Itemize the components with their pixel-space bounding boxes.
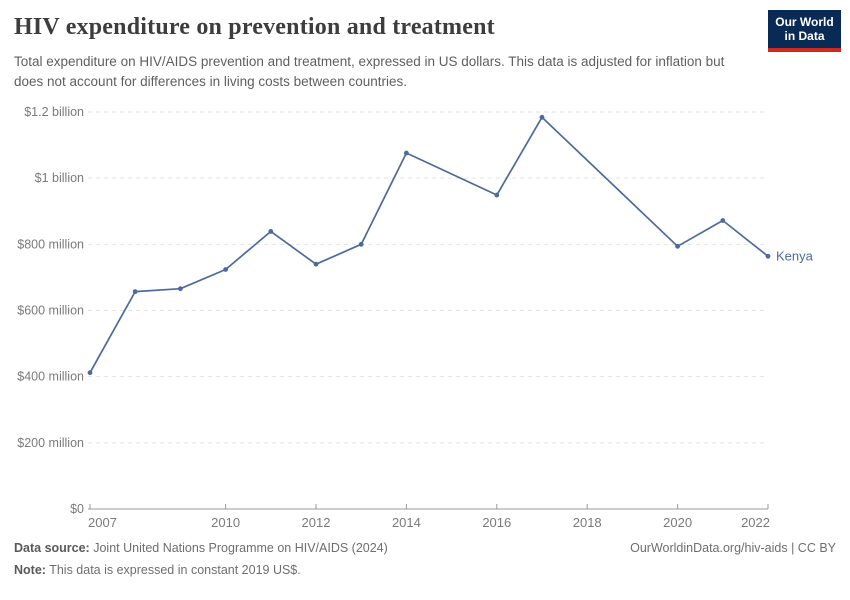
data-point-marker	[675, 243, 680, 249]
data-source-label: Data source:	[14, 541, 90, 555]
note-label: Note:	[14, 563, 46, 577]
data-point-marker	[765, 253, 771, 259]
logo-line1: Our World	[775, 15, 834, 29]
y-axis-tick-label: $1.2 billion	[24, 105, 84, 119]
data-point-marker	[539, 114, 545, 120]
page-title: HIV expenditure on prevention and treatm…	[14, 14, 495, 40]
y-axis-tick-label: $1 billion	[35, 171, 84, 185]
chart-subtitle: Total expenditure on HIV/AIDS prevention…	[14, 54, 725, 89]
x-axis-tick-label: 2012	[302, 515, 331, 530]
logo-line2: in Data	[784, 29, 825, 43]
data-source: Data source: Joint United Nations Progra…	[14, 541, 388, 555]
x-axis-tick-label: 2022	[741, 515, 770, 530]
data-point-marker	[720, 218, 726, 223]
y-axis-tick-label: $600 million	[17, 304, 84, 318]
data-point-marker	[132, 289, 138, 295]
note: Note: This data is expressed in constant…	[14, 563, 301, 577]
y-axis-tick-label: $800 million	[17, 237, 84, 251]
y-axis-tick-label: $400 million	[17, 370, 84, 384]
x-axis-tick-label: 2020	[663, 515, 692, 530]
x-axis-tick-label: 2007	[88, 515, 117, 530]
x-axis-tick-label: 2010	[211, 515, 240, 530]
chart-area: $0 $200 million $400 million $600 million $8…	[0, 95, 850, 540]
x-axis-tick-label: 2014	[392, 515, 421, 530]
x-axis-tick-label: 2016	[482, 515, 511, 530]
data-point-marker	[358, 241, 364, 247]
data-point-marker	[404, 150, 409, 156]
data-point-marker	[313, 261, 319, 267]
y-axis-tick-label: $200 million	[17, 436, 84, 450]
data-point-marker	[268, 229, 274, 234]
y-axis-tick-label: $0	[70, 502, 84, 516]
x-axis-tick-label: 2018	[573, 515, 602, 530]
data-source-text: Joint United Nations Programme on HIV/AI…	[93, 541, 388, 555]
data-point-marker	[223, 267, 229, 272]
owid-url-link[interactable]: OurWorldinData.org/hiv-aids | CC BY	[630, 541, 836, 555]
series-label-kenya: Kenya	[776, 249, 814, 264]
data-point-marker	[178, 286, 183, 292]
data-point-marker	[494, 192, 500, 198]
kenya-line	[89, 116, 769, 374]
owid-logo: Our World in Data	[768, 10, 841, 52]
data-point-marker	[87, 370, 93, 376]
line-chart: $0 $200 million $400 million $600 million $8…	[17, 105, 814, 530]
note-text: This data is expressed in constant 2019 …	[49, 563, 301, 577]
